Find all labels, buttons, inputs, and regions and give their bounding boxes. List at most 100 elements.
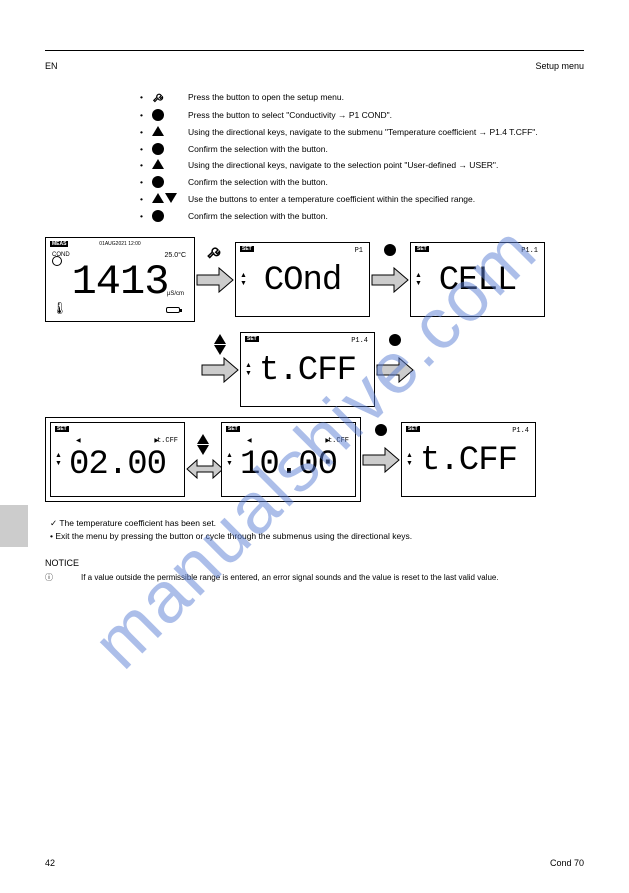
page-side-tab: [0, 505, 28, 547]
steps-list: • Press the button to open the setup men…: [140, 91, 584, 222]
lcd-timestamp: 01AUG2021 12:00: [99, 241, 140, 247]
header-left: EN: [45, 61, 58, 71]
step-row: • Use the buttons to enter a temperature…: [140, 193, 584, 206]
dot-icon: [152, 176, 164, 188]
triangle-up-icon: [152, 193, 164, 203]
header: EN Setup menu: [45, 61, 584, 71]
step-row: • Confirm the selection with the button.: [140, 176, 584, 189]
battery-icon: [166, 307, 180, 313]
flow-arrow: [375, 356, 415, 384]
set-label: SET: [226, 426, 240, 432]
lcd-code: P1.4: [351, 337, 368, 345]
flow-arrow: [361, 446, 401, 474]
triangle-up-icon: [197, 434, 209, 444]
step-text: Using the directional keys, navigate to …: [188, 126, 584, 139]
thermometer-icon: 🌡: [52, 301, 67, 315]
lcd-main-value: 02.00: [51, 446, 184, 484]
triangle-up-icon: [214, 334, 226, 344]
step-row: • Confirm the selection with the button.: [140, 210, 584, 223]
flow-arrow: [370, 266, 410, 294]
meas-label: MEAS: [50, 241, 68, 247]
lcd-measure: MEAS 01AUG2021 12:00 COND 25.0°C 1413 µS…: [45, 237, 195, 322]
lcd-unit: µS/cm: [167, 291, 184, 297]
set-label: SET: [55, 426, 69, 432]
lcd-code: P1.1: [521, 247, 538, 255]
result-line: ✓ The temperature coefficient has been s…: [50, 517, 584, 530]
flow-arrow: [200, 356, 240, 384]
flow-row-3: SET ◀▶ t.CFF ▲▼ 02.00 SET ◀▶ t.CFF ▲▼ 10…: [45, 417, 584, 502]
dot-icon: [152, 210, 164, 222]
footer-model: Cond 70: [550, 858, 584, 868]
note-row: ⓘ If a value outside the permissible ran…: [45, 572, 584, 583]
step-bullet: •: [140, 143, 152, 156]
step-text: Press the button to select "Conductivity…: [188, 109, 584, 122]
header-rule: [45, 50, 584, 51]
flow-row-1: MEAS 01AUG2021 12:00 COND 25.0°C 1413 µS…: [45, 237, 584, 322]
step-bullet: •: [140, 193, 152, 206]
lcd-value-max: SET ◀▶ t.CFF ▲▼ 10.00: [221, 422, 356, 497]
step-row: • Using the directional keys, navigate t…: [140, 126, 584, 139]
triangle-down-icon: [214, 345, 226, 355]
lcd-sub-label: t.CFF: [328, 437, 349, 445]
lcd-tcff: SET P1.4 ▲▼ t.CFF: [240, 332, 375, 407]
step-bullet: •: [140, 159, 152, 172]
dot-icon: [389, 334, 401, 346]
step-text: Press the button to open the setup menu.: [188, 91, 584, 104]
lcd-main-text: CELL: [411, 262, 544, 300]
step-row: • Press the button to open the setup men…: [140, 91, 584, 105]
page-number: 42: [45, 858, 55, 868]
value-range-group: SET ◀▶ t.CFF ▲▼ 02.00 SET ◀▶ t.CFF ▲▼ 10…: [45, 417, 361, 502]
lcd-value-min: SET ◀▶ t.CFF ▲▼ 02.00: [50, 422, 185, 497]
lcd-tcff-result: SET P1.4 ▲▼ t.CFF: [401, 422, 536, 497]
step-row: • Press the button to select "Conductivi…: [140, 109, 584, 122]
dot-icon: [152, 109, 164, 121]
lcd-main-text: COnd: [236, 262, 369, 300]
step-text: Confirm the selection with the button.: [188, 143, 584, 156]
post-flow-text: ✓ The temperature coefficient has been s…: [50, 517, 584, 543]
step-text: Use the buttons to enter a temperature c…: [188, 193, 584, 206]
step-bullet: •: [140, 109, 152, 122]
flow-diagram: MEAS 01AUG2021 12:00 COND 25.0°C 1413 µS…: [45, 237, 584, 502]
lcd-main-value: 10.00: [222, 446, 355, 484]
step-text: Using the directional keys, navigate to …: [188, 159, 584, 172]
info-icon: ⓘ: [45, 572, 81, 583]
set-label: SET: [406, 426, 420, 432]
note-text: If a value outside the permissible range…: [81, 572, 499, 583]
wrench-icon: [152, 91, 166, 105]
step-text: Confirm the selection with the button.: [188, 176, 584, 189]
triangle-down-icon: [165, 193, 177, 203]
exit-line: • Exit the menu by pressing the button o…: [50, 530, 584, 543]
lcd-main-text: t.CFF: [402, 442, 535, 480]
note-title: NOTICE: [45, 558, 584, 568]
flow-arrow: [195, 266, 235, 294]
double-arrow-icon: [185, 457, 225, 481]
step-text: Confirm the selection with the button.: [188, 210, 584, 223]
lcd-main-text: t.CFF: [241, 352, 374, 390]
step-bullet: •: [140, 126, 152, 139]
wrench-icon: [206, 244, 224, 262]
lcd-main-value: 1413: [46, 258, 194, 306]
set-label: SET: [415, 246, 429, 252]
triangle-up-icon: [152, 159, 164, 169]
lcd-code: P1.4: [512, 427, 529, 435]
dot-icon: [152, 143, 164, 155]
bi-arrow-block: [185, 434, 221, 486]
step-bullet: •: [140, 210, 152, 223]
step-row: • Confirm the selection with the button.: [140, 143, 584, 156]
step-row: • Using the directional keys, navigate t…: [140, 159, 584, 172]
triangle-down-icon: [197, 445, 209, 455]
footer: 42 Cond 70: [45, 858, 584, 868]
dot-icon: [384, 244, 396, 256]
lcd-cell: SET P1.1 ▲▼ CELL: [410, 242, 545, 317]
set-label: SET: [240, 246, 254, 252]
lcd-sub-label: t.CFF: [157, 437, 178, 445]
header-right: Setup menu: [535, 61, 584, 71]
triangle-up-icon: [152, 126, 164, 136]
set-label: SET: [245, 336, 259, 342]
step-bullet: •: [140, 91, 152, 104]
flow-row-2: SET P1.4 ▲▼ t.CFF: [200, 332, 584, 407]
lcd-code: P1: [355, 247, 363, 255]
step-bullet: •: [140, 176, 152, 189]
dot-icon: [375, 424, 387, 436]
lcd-cond: SET P1 ▲▼ COnd: [235, 242, 370, 317]
